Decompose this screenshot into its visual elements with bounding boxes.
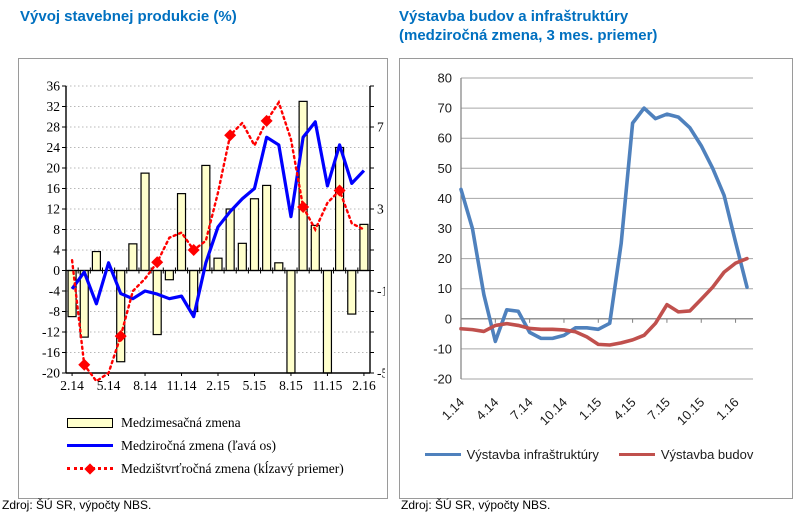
infrastructure-line-swatch-icon [424,452,461,457]
svg-text:2.16: 2.16 [352,378,376,393]
svg-text:-10: -10 [433,341,452,356]
svg-text:-12: -12 [42,325,60,340]
red-dotted-diamond-swatch-icon [67,463,113,475]
svg-text:10.15: 10.15 [674,395,708,429]
svg-text:4.14: 4.14 [473,395,502,424]
svg-text:5.15: 5.15 [243,378,267,393]
series-yoy-line [70,120,366,319]
legend-label: Výstavba budov [660,447,754,462]
blue-line-swatch-icon [67,443,113,448]
svg-text:20: 20 [438,251,452,266]
left-chart-legend: Medzimesačná zmena Medziročná zmena (ľav… [67,411,344,480]
svg-text:11.15: 11.15 [313,378,343,393]
legend-item-yoy: Medziročná zmena (ľavá os) [67,434,344,457]
svg-text:5.14: 5.14 [97,378,121,393]
bar-swatch-icon [67,417,113,428]
svg-text:3: 3 [377,202,384,217]
series-line-1 [459,256,749,347]
svg-text:-8: -8 [49,304,60,319]
right-chart-legend: Výstavba infraštruktúry Výstavba budov [400,447,792,462]
svg-text:0: 0 [445,311,452,326]
svg-text:1.15: 1.15 [576,395,605,424]
svg-text:-1: -1 [377,284,385,299]
series-line-0 [459,106,749,344]
left-axis-labels: 36 32 28 24 20 16 12 8 4 0 -4 -8 -12 -16 -20 7 3 -1 -5 2.14… [42,79,385,394]
svg-text:50: 50 [438,161,452,176]
svg-text:4.15: 4.15 [610,395,639,424]
svg-text:60: 60 [438,131,452,146]
svg-text:28: 28 [47,120,61,135]
svg-text:16: 16 [47,181,61,196]
svg-text:0: 0 [53,263,60,278]
svg-text:1.14: 1.14 [439,395,468,424]
svg-text:1.16: 1.16 [713,395,742,424]
svg-text:-16: -16 [42,345,60,360]
svg-text:-5: -5 [377,366,385,381]
legend-label: Medzimesačná zmena [121,414,241,430]
left-source-note: Zdroj: ŠÚ SR, výpočty NBS. [2,498,152,512]
legend-item-monthly: Medzimesačná zmena [67,411,344,434]
svg-text:2.15: 2.15 [206,378,230,393]
svg-text:32: 32 [47,99,61,114]
left-chart-title: Vývoj stavebnej produkcie (%) [20,8,237,25]
svg-text:70: 70 [438,101,452,116]
svg-text:80: 80 [438,71,452,86]
svg-text:40: 40 [438,191,452,206]
right-chart-title: Výstavba budov a infraštruktúry (medziro… [399,8,658,44]
right-chart-panel: 80 70 60 50 40 30 20 10 0 -10 -20 1.14 4.14 7.14 10.14… [399,58,793,499]
svg-text:-20: -20 [42,366,60,381]
right-gridlines [461,77,753,380]
svg-text:24: 24 [47,140,61,155]
svg-text:10.14: 10.14 [536,395,570,429]
legend-item-qoq: Medzištvrťročná zmena (kĺzavý priemer) [67,457,344,480]
right-source-note: Zdroj: ŠÚ SR, výpočty NBS. [401,498,551,512]
legend-label: Medzištvrťročná zmena (kĺzavý priemer) [121,460,344,476]
qoq-diamond-markers [78,114,346,371]
svg-text:2.14: 2.14 [60,378,84,393]
right-chart-svg: 80 70 60 50 40 30 20 10 0 -10 -20 1.14 4.14 7.14 10.14… [433,71,753,429]
svg-text:8.14: 8.14 [133,378,157,393]
left-chart-panel: 36 32 28 24 20 16 12 8 4 0 -4 -8 -12 -16 -20 7 3 -1 -5 2.14… [18,58,388,499]
svg-text:10: 10 [438,281,452,296]
right-axis-labels: 80 70 60 50 40 30 20 10 0 -10 -20 1.14 4.14 7.14 10.14… [433,71,741,429]
svg-text:7.14: 7.14 [507,395,536,424]
svg-text:7.15: 7.15 [645,395,674,424]
legend-label: Medziročná zmena (ľavá os) [121,437,277,453]
svg-text:-20: -20 [433,372,452,387]
svg-text:7: 7 [377,120,384,135]
buildings-line-swatch-icon [618,452,655,457]
svg-text:8: 8 [53,222,60,237]
left-plot-frame [62,85,374,376]
legend-label: Výstavba infraštruktúry [466,447,599,462]
svg-text:30: 30 [438,221,452,236]
svg-text:-4: -4 [49,284,60,299]
svg-text:20: 20 [47,161,61,176]
svg-text:36: 36 [47,79,61,94]
left-chart-svg: 36 32 28 24 20 16 12 8 4 0 -4 -8 -12 -16 -20 7 3 -1 -5 2.14… [42,79,385,394]
svg-text:4: 4 [53,243,60,258]
svg-text:11.14: 11.14 [167,378,197,393]
svg-text:8.15: 8.15 [279,378,303,393]
svg-text:12: 12 [47,202,61,217]
